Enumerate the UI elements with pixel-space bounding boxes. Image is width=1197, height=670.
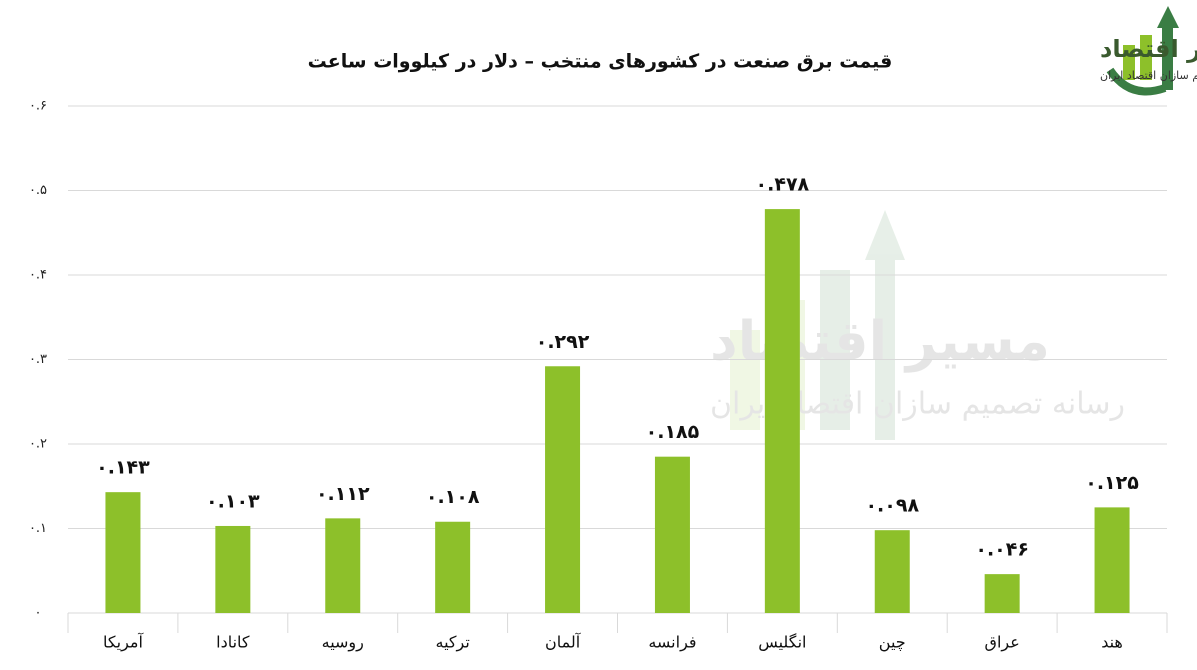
y-tick-label: ۰.۳ — [29, 352, 47, 367]
watermark-icon — [820, 270, 850, 430]
logo-tagline: رسانه تصمیم سازان اقتصاد ایران — [1100, 69, 1197, 82]
x-tick-label: هند — [1101, 633, 1123, 652]
bar — [764, 209, 800, 613]
value-label: ۰.۰۴۶ — [975, 539, 1029, 561]
x-tick-label: فرانسه — [648, 633, 696, 653]
value-label: ۰.۱۱۲ — [316, 483, 370, 505]
logo-icon — [1157, 6, 1179, 90]
y-tick-label: ۰.۶ — [29, 99, 47, 114]
value-label: ۰.۱۰۳ — [206, 490, 260, 512]
logo-icon — [1123, 45, 1135, 80]
y-tick-label: ۰.۱ — [29, 521, 47, 536]
x-tick-label: انگلیس — [758, 633, 806, 653]
y-tick-label: ۰ — [35, 606, 42, 621]
chart-title: قیمت برق صنعت در کشورهای منتخب – دلار در… — [308, 51, 893, 73]
logo-icon — [1140, 35, 1152, 80]
value-label: ۰.۴۷۸ — [756, 174, 810, 196]
y-tick-label: ۰.۴ — [29, 268, 47, 283]
x-tick-label: ترکیه — [435, 633, 469, 653]
x-tick-label: عراق — [985, 633, 1020, 653]
value-label: ۰.۱۲۵ — [1085, 472, 1139, 494]
logo: مسیر اقتصاد رسانه تصمیم سازان اقتصاد ایر… — [1100, 6, 1197, 96]
value-label: ۰.۲۹۲ — [536, 331, 590, 353]
value-label: ۰.۱۴۳ — [96, 457, 150, 479]
value-label: ۰.۰۹۸ — [865, 495, 919, 517]
watermark-icon — [865, 210, 905, 440]
value-label: ۰.۱۸۵ — [646, 421, 700, 443]
watermark-icon — [730, 330, 760, 430]
bar — [215, 525, 251, 613]
x-tick-label: آلمان — [545, 633, 582, 652]
bar — [545, 366, 581, 613]
logo-name: مسیر اقتصاد — [1100, 35, 1197, 63]
bar — [1094, 507, 1130, 613]
y-tick-label: ۰.۲ — [29, 437, 47, 452]
bar — [435, 521, 471, 613]
x-tick-label: روسیه — [322, 633, 364, 653]
watermark-name: مسیر اقتصاد — [710, 310, 1050, 373]
x-tick-label: آمریکا — [103, 633, 145, 653]
bar — [105, 492, 141, 613]
logo-icon — [1106, 67, 1167, 96]
bar — [984, 574, 1020, 613]
y-tick-label: ۰.۵ — [29, 183, 47, 198]
bar — [325, 518, 361, 613]
x-tick-label: چین — [879, 633, 906, 653]
x-tick-label: کانادا — [216, 633, 250, 652]
value-label: ۰.۱۰۸ — [426, 486, 480, 508]
bar — [874, 530, 910, 613]
bar — [654, 456, 690, 613]
